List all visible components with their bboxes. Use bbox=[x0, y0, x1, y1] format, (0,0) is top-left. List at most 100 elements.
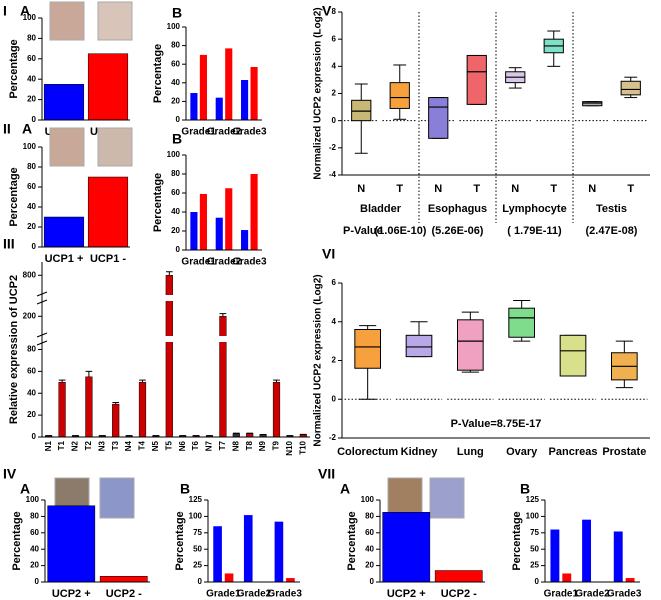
tissue-image bbox=[99, 477, 135, 519]
bar bbox=[199, 54, 207, 120]
panel: V -4 -2 0 2 4 6 8 Normalized UCP2 expression (Lo… bbox=[313, 3, 650, 237]
y-tick-label: 8 bbox=[332, 7, 337, 16]
bar bbox=[85, 376, 93, 438]
y-tick-label: 6 bbox=[332, 34, 337, 43]
tissue-image bbox=[429, 477, 465, 519]
panel: B 0 20 40 60 80 100 Percentage Grade1Grade2Grade… bbox=[152, 131, 267, 268]
y-tick-label: 20 bbox=[27, 222, 36, 231]
y-tick-label: 25 bbox=[193, 561, 202, 570]
sub-label: B bbox=[172, 5, 182, 21]
x-tick-label: T bbox=[627, 183, 634, 195]
y-tick-label: 80 bbox=[27, 162, 36, 171]
x-tick-label: Grade2 bbox=[207, 127, 242, 138]
bar bbox=[286, 578, 295, 582]
x-tick-label: UCP2 + bbox=[52, 588, 91, 600]
y-tick-label: 75 bbox=[193, 528, 202, 537]
panel: VI -2 0 2 4 6 Normalized UCP2 expression (Log2… bbox=[313, 246, 650, 458]
bar bbox=[243, 515, 253, 582]
y-tick-label: 60 bbox=[30, 528, 39, 537]
x-tick-label: Grade2 bbox=[237, 589, 272, 600]
y-tick-label: 0 bbox=[35, 577, 40, 586]
tissue-image bbox=[49, 127, 85, 167]
y-tick-label: 20 bbox=[27, 410, 36, 419]
y-tick-label: 100 bbox=[23, 142, 37, 151]
y-tick-label: -2 bbox=[329, 433, 337, 442]
box bbox=[389, 82, 410, 109]
sub-label: A bbox=[340, 481, 350, 497]
y-tick-label: 50 bbox=[530, 544, 539, 553]
y-axis-label: Percentage bbox=[11, 511, 23, 570]
x-tick-label: N3 bbox=[97, 440, 106, 451]
bar bbox=[272, 382, 281, 438]
bar bbox=[215, 97, 223, 120]
panel-label: II bbox=[3, 121, 11, 137]
y-tick-label: 80 bbox=[27, 345, 36, 354]
y-tick-label: 2 bbox=[332, 356, 337, 365]
y-axis-label: Percentage bbox=[174, 511, 186, 570]
y-axis-label: Percentage bbox=[511, 511, 523, 570]
sub-label: A bbox=[22, 121, 32, 137]
bar bbox=[550, 529, 560, 582]
y-tick-label: 2 bbox=[332, 89, 337, 98]
x-tick-label: N bbox=[357, 183, 365, 195]
y-tick-label: 0 bbox=[198, 577, 203, 586]
tissue-image bbox=[97, 127, 133, 167]
x-tick-label: T8 bbox=[245, 440, 254, 450]
x-tick-label: Grade3 bbox=[607, 589, 642, 600]
x-tick-label: N10 bbox=[285, 440, 294, 455]
box bbox=[354, 329, 382, 369]
p-value: (5.26E-06) bbox=[432, 225, 484, 237]
x-tick-label: T6 bbox=[191, 440, 200, 450]
bar bbox=[241, 230, 249, 250]
bar bbox=[190, 93, 198, 120]
y-tick-label: 0 bbox=[535, 577, 540, 586]
y-tick-label: 125 bbox=[189, 495, 203, 504]
bar bbox=[190, 212, 198, 250]
x-tick-label: Grade3 bbox=[232, 127, 267, 138]
x-tick-label: T1 bbox=[57, 440, 66, 450]
y-tick-label: 40 bbox=[27, 74, 36, 83]
x-tick-label: T bbox=[396, 183, 403, 195]
y-tick-label: 0 bbox=[32, 242, 37, 251]
bar bbox=[241, 80, 249, 120]
x-tick-label: Grade2 bbox=[575, 589, 610, 600]
x-tick-label: UCP1 + bbox=[45, 253, 84, 265]
box bbox=[508, 307, 536, 338]
bar bbox=[582, 519, 592, 582]
y-tick-label: 40 bbox=[30, 544, 39, 553]
y-tick-label: 6 bbox=[332, 278, 337, 287]
y-tick-label: -2 bbox=[329, 143, 337, 152]
y-tick-label: 800 bbox=[23, 270, 37, 279]
group-label: Testis bbox=[596, 203, 627, 215]
bar bbox=[225, 188, 233, 250]
group-label: Lymphocyte bbox=[502, 203, 566, 215]
y-tick-label: 100 bbox=[526, 512, 540, 521]
tissue-image bbox=[49, 1, 85, 41]
x-tick-label: T5 bbox=[164, 440, 173, 450]
y-axis-label: Percentage bbox=[346, 511, 358, 570]
p-value: ( 1.79E-11) bbox=[507, 225, 562, 237]
y-tick-label: 40 bbox=[171, 78, 180, 87]
y-tick-label: 60 bbox=[27, 54, 36, 63]
bar bbox=[224, 573, 234, 582]
x-tick-label: N4 bbox=[124, 440, 133, 451]
y-tick-label: 4 bbox=[332, 61, 337, 70]
y-tick-label: 50 bbox=[193, 544, 202, 553]
x-tick-label: Lung bbox=[457, 446, 484, 458]
panel-label: III bbox=[3, 236, 15, 252]
y-tick-label: 100 bbox=[23, 13, 37, 22]
y-tick-label: 125 bbox=[526, 495, 540, 504]
y-tick-label: 60 bbox=[365, 528, 374, 537]
bar bbox=[87, 53, 129, 121]
y-tick-label: 60 bbox=[27, 366, 36, 375]
bar bbox=[219, 316, 227, 438]
bar bbox=[225, 48, 233, 120]
sub-label: B bbox=[172, 131, 182, 147]
y-tick-label: 75 bbox=[530, 528, 539, 537]
y-tick-label: 20 bbox=[171, 97, 180, 106]
x-tick-label: Grade2 bbox=[207, 257, 242, 268]
x-tick-label: Kidney bbox=[401, 446, 439, 458]
